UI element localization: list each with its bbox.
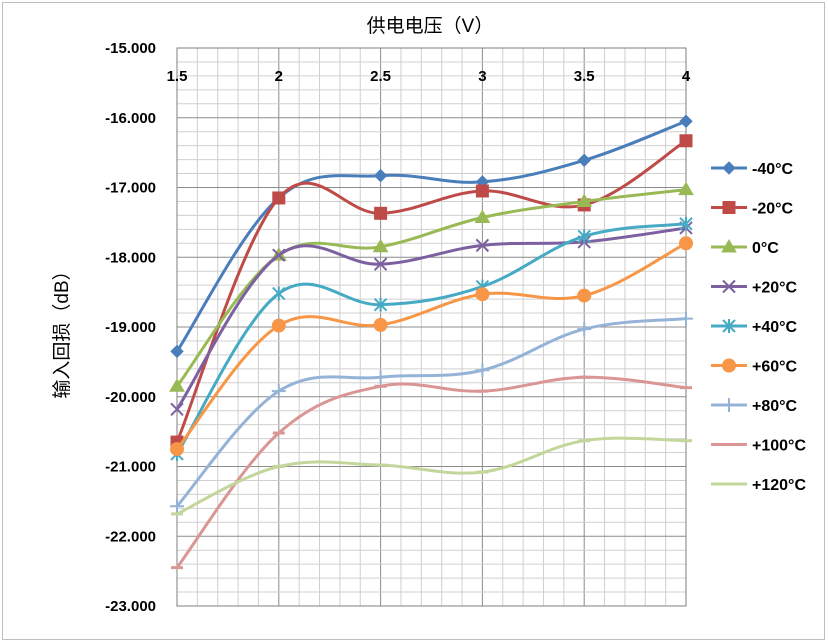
series-line bbox=[175, 375, 687, 569]
data-point bbox=[170, 344, 184, 359]
data-point bbox=[576, 193, 593, 207]
y-tick-label: -16.000 bbox=[105, 110, 156, 127]
legend-label: +100°C bbox=[752, 438, 806, 455]
y-axis-ticks: -15.000 -16.000 -17.000 -18.000 -19.000 -20.0… bbox=[105, 40, 156, 615]
data-point bbox=[272, 248, 286, 262]
data-point bbox=[373, 168, 388, 183]
legend-marker bbox=[722, 161, 736, 175]
data-point bbox=[577, 153, 591, 168]
legend-label: +120°C bbox=[752, 477, 806, 494]
legend-item: +80°C bbox=[711, 398, 798, 415]
data-point bbox=[372, 238, 389, 253]
series-0°C bbox=[169, 181, 694, 392]
legend-marker bbox=[722, 358, 736, 373]
x-axis-ticks: 1.5 2 2.5 3 3.5 4 bbox=[167, 68, 691, 85]
data-point bbox=[373, 297, 388, 312]
legend-marker bbox=[722, 319, 736, 333]
series-+80°C bbox=[170, 311, 693, 514]
series-line bbox=[176, 436, 687, 516]
data-point bbox=[475, 363, 490, 378]
series-+100°C bbox=[171, 375, 692, 570]
legend-label: -40°C bbox=[752, 161, 794, 178]
legend-item: +100°C bbox=[711, 438, 806, 455]
data-point bbox=[679, 114, 693, 128]
data-point bbox=[678, 181, 694, 196]
y-axis-label: 输入回损（dB） bbox=[51, 261, 73, 398]
legend-label: +20°C bbox=[752, 280, 798, 297]
series-line bbox=[175, 188, 687, 388]
y-tick-label: -22.000 bbox=[105, 528, 156, 545]
y-tick-label: -15.000 bbox=[105, 40, 156, 57]
legend-item: +60°C bbox=[711, 358, 798, 376]
data-point bbox=[373, 257, 388, 271]
data-point bbox=[577, 288, 592, 303]
legend-item: +40°C bbox=[711, 319, 798, 336]
data-point bbox=[373, 317, 388, 332]
data-point bbox=[679, 134, 693, 148]
legend-item: -40°C bbox=[711, 161, 794, 178]
legend-label: +60°C bbox=[752, 359, 798, 376]
legend-label: -20°C bbox=[752, 201, 794, 218]
data-point bbox=[475, 287, 490, 302]
data-point bbox=[475, 184, 489, 198]
legend-marker bbox=[722, 279, 736, 294]
y-tick-label: -23.000 bbox=[105, 598, 156, 615]
data-point bbox=[272, 191, 286, 205]
series-line bbox=[175, 222, 687, 455]
legend-label: +40°C bbox=[752, 319, 798, 336]
data-point bbox=[170, 499, 184, 514]
data-point bbox=[169, 378, 185, 392]
series-line bbox=[175, 317, 687, 508]
data-point bbox=[679, 216, 693, 231]
series-group bbox=[169, 114, 694, 570]
y-tick-label: -18.000 bbox=[105, 249, 156, 266]
y-tick-label: -21.000 bbox=[105, 459, 156, 476]
y-tick-label: -19.000 bbox=[105, 319, 156, 336]
data-point bbox=[373, 370, 388, 385]
legend-label: 0°C bbox=[752, 240, 779, 257]
legend-item: -20°C bbox=[711, 201, 794, 218]
legend-marker bbox=[721, 239, 737, 253]
x-tick-label: 1.5 bbox=[167, 68, 188, 85]
chart-title: 供电电压（V） bbox=[367, 15, 494, 37]
data-point bbox=[271, 384, 286, 399]
x-tick-label: 3 bbox=[478, 68, 486, 85]
data-point bbox=[374, 206, 388, 220]
legend-marker bbox=[722, 201, 736, 214]
series-+120°C bbox=[171, 436, 692, 516]
series-line bbox=[175, 119, 687, 353]
x-tick-label: 2 bbox=[275, 68, 283, 85]
data-point bbox=[475, 238, 490, 253]
legend-item: 0°C bbox=[711, 239, 779, 257]
legend-marker bbox=[722, 398, 736, 412]
data-point bbox=[577, 229, 591, 244]
data-point bbox=[679, 236, 693, 251]
y-tick-label: -17.000 bbox=[105, 180, 156, 197]
legend-label: +80°C bbox=[752, 398, 798, 415]
legend: -40°C -20°C 0°C +20°C +40°C +60°C +80°C +100°C +… bbox=[711, 161, 806, 494]
data-point bbox=[679, 311, 693, 326]
legend-item: +120°C bbox=[711, 477, 806, 494]
data-point bbox=[474, 209, 491, 223]
x-tick-label: 3.5 bbox=[574, 68, 595, 85]
y-tick-label: -20.000 bbox=[105, 389, 156, 406]
series-line bbox=[175, 241, 687, 451]
data-point bbox=[577, 322, 592, 337]
x-tick-label: 4 bbox=[682, 68, 691, 85]
legend-item: +20°C bbox=[711, 280, 798, 297]
plot-border bbox=[176, 47, 687, 607]
series-+60°C bbox=[170, 236, 693, 457]
data-point bbox=[272, 286, 286, 301]
grid bbox=[176, 47, 687, 607]
data-point bbox=[170, 402, 184, 417]
data-point bbox=[271, 318, 286, 333]
data-point bbox=[170, 442, 184, 457]
x-tick-label: 2.5 bbox=[370, 68, 391, 85]
